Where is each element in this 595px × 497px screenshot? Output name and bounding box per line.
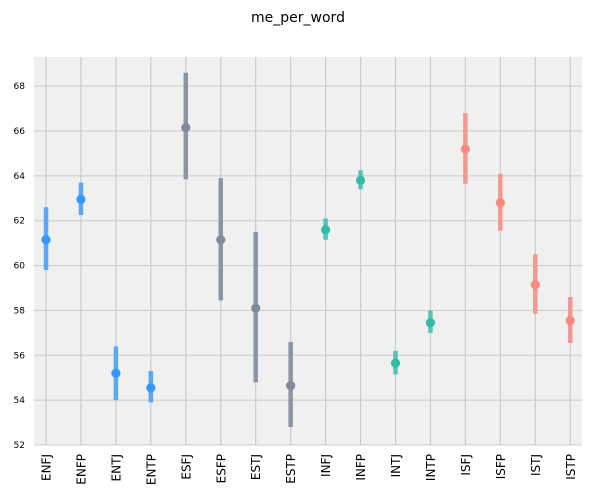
point-esfj [181,123,191,133]
x-tick-label: INFP [354,454,368,481]
y-tick-label: 68 [14,82,26,92]
y-tick-label: 52 [14,441,25,451]
x-tick-label: INFJ [319,454,333,477]
x-tick-label: ISTJ [529,454,543,476]
chart-title: me_per_word [251,10,345,26]
x-tick-label: ISFJ [459,454,473,476]
y-tick-label: 64 [14,172,26,182]
y-tick-label: 60 [14,262,26,272]
x-tick-label: ESTP [284,454,298,484]
x-tick-label: ENFP [74,454,88,485]
point-enfj [41,235,51,245]
point-estj [251,303,261,313]
plot-background [34,57,582,445]
y-tick-label: 58 [14,306,26,316]
point-isfp [495,198,505,208]
point-intj [390,358,401,368]
point-enfp [76,194,86,205]
point-isfj [460,144,470,154]
x-tick-label: ESFJ [179,454,193,480]
point-entj [111,368,121,378]
x-tick-label: ENTJ [109,454,123,481]
x-tick-label: ISFP [494,454,508,479]
y-tick-label: 62 [14,217,25,227]
data-points [41,123,575,393]
point-intp [425,318,436,328]
point-istp [565,315,575,326]
x-ticks: ENFJ ENFP ENTJ ENTP ESFJ ESFP ESTJ ESTP INFJ INFP… [40,454,578,485]
point-esfp [216,235,226,245]
point-infp [355,175,366,185]
x-tick-label: INTP [424,454,438,481]
y-tick-label: 56 [14,351,26,361]
x-tick-label: ESTJ [249,454,263,480]
x-tick-label: ENFJ [40,454,54,481]
x-tick-label: ISTP [564,454,578,480]
x-tick-label: INTJ [389,454,403,477]
x-tick-label: ESFP [214,454,228,483]
point-entp [146,383,156,393]
point-estp [286,380,296,391]
x-tick-label: ENTP [144,454,158,485]
point-infj [321,225,331,235]
y-tick-label: 54 [14,396,26,406]
y-ticks: 52 54 56 58 60 62 64 66 68 [14,82,26,451]
point-istj [530,280,540,290]
y-tick-label: 66 [14,127,26,137]
